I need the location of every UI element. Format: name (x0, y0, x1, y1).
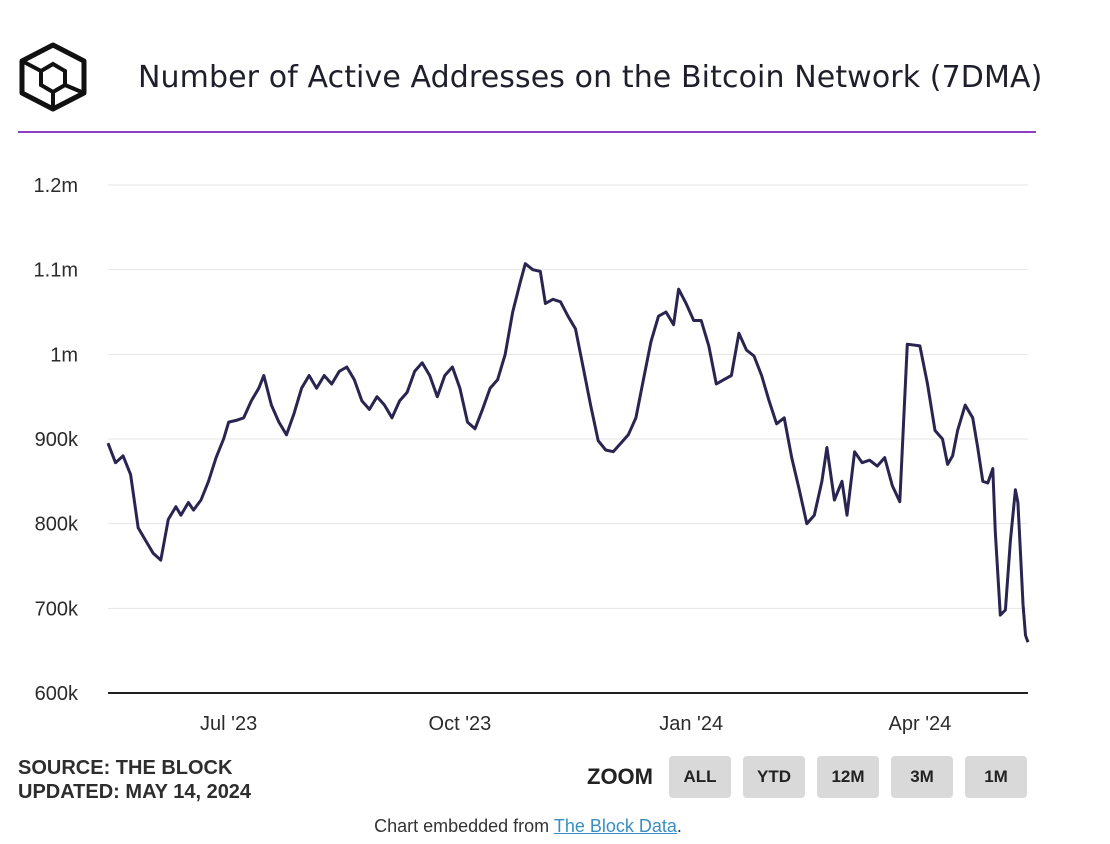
the-block-logo-icon (19, 42, 87, 112)
y-tick-label: 600k (35, 683, 79, 705)
y-tick-label: 1.1m (34, 260, 78, 282)
y-tick-label: 900k (35, 429, 79, 451)
line-chart: 600k 700k 800k 900k 1m 1.1m 1.2m Jul '23 Oct '23… (34, 175, 1030, 735)
x-tick-label: Oct '23 (429, 713, 492, 735)
updated-line: UPDATED: MAY 14, 2024 (18, 781, 252, 803)
zoom-all-button[interactable]: ALL (669, 756, 731, 798)
source-line: SOURCE: THE BLOCK (18, 757, 233, 779)
zoom-label: ZOOM (587, 764, 653, 789)
source-info: SOURCE: THE BLOCK UPDATED: MAY 14, 2024 (18, 756, 251, 804)
y-tick-label: 1.2m (34, 175, 78, 197)
the-block-data-link[interactable]: The Block Data (553, 816, 677, 836)
embed-suffix: . (676, 816, 682, 836)
y-tick-label: 700k (35, 598, 79, 620)
zoom-12m-button[interactable]: 12M (817, 756, 879, 798)
zoom-3m-button[interactable]: 3M (891, 756, 953, 798)
zoom-ytd-button[interactable]: YTD (743, 756, 805, 798)
title-divider (18, 131, 1036, 133)
x-tick-label: Jan '24 (659, 713, 723, 735)
x-tick-label: Jul '23 (200, 713, 257, 735)
embed-prefix: Chart embedded from (374, 816, 554, 836)
y-tick-label: 800k (35, 514, 79, 536)
embed-credit: Chart embedded from The Block Data. (0, 816, 1056, 837)
x-tick-label: Apr '24 (889, 713, 952, 735)
chart-title: Number of Active Addresses on the Bitcoi… (138, 60, 1043, 95)
series-line-active-addresses (106, 262, 1030, 643)
zoom-1m-button[interactable]: 1M (965, 756, 1027, 798)
y-tick-label: 1m (50, 344, 78, 366)
